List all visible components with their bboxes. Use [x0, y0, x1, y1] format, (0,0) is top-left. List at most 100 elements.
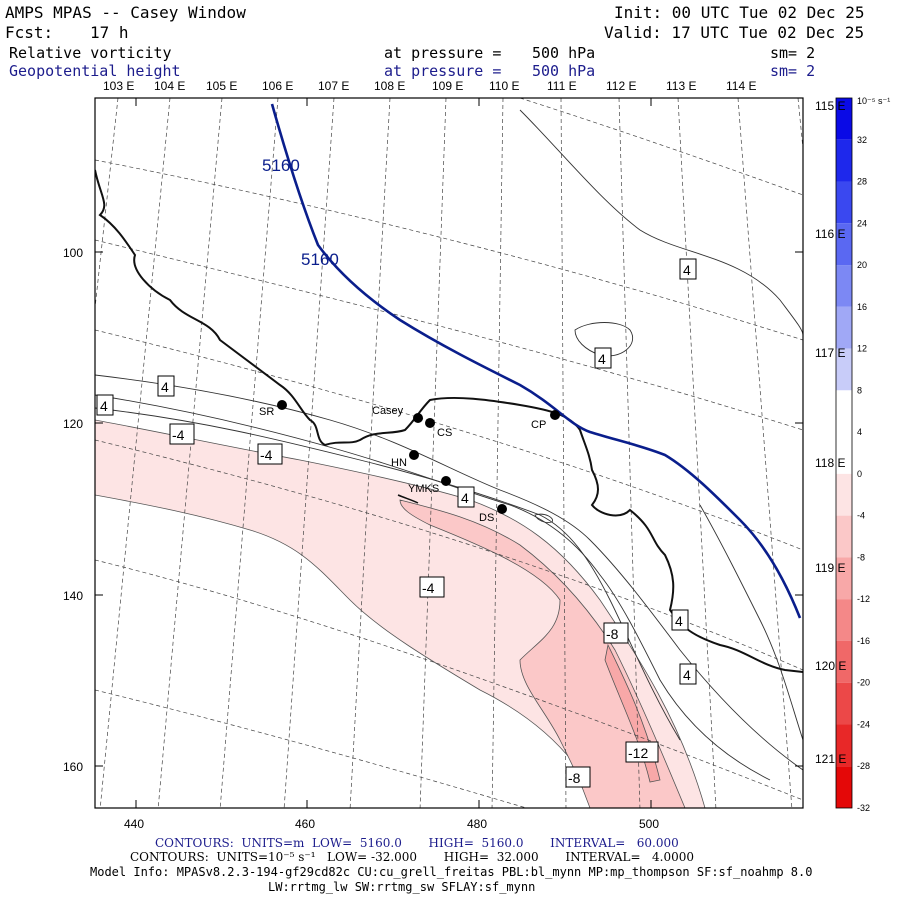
- station-ymks: [441, 476, 451, 486]
- field-pressure-value-vorticity: 500 hPa: [532, 44, 596, 62]
- vort-label: -4: [422, 580, 435, 596]
- colorbar-label: 24: [857, 218, 867, 228]
- top-longitude-labels: 103 E 104 E 105 E 106 E 107 E 108 E 109 …: [103, 79, 756, 93]
- colorbar-label: 32: [857, 135, 867, 145]
- vort-label: 4: [598, 351, 606, 367]
- colorbar-swatch: [836, 306, 852, 349]
- station-ds: [497, 504, 507, 514]
- station-label: HN: [391, 457, 407, 469]
- station-cp: [550, 410, 560, 420]
- bottom-tick-label: 440: [124, 817, 144, 831]
- top-lon-label: 103 E: [103, 79, 134, 93]
- station-markers: [277, 400, 560, 514]
- field-name-height: Geopotential height: [9, 62, 181, 80]
- colorbar-swatch: [836, 223, 852, 266]
- bottom-tick-label: 480: [467, 817, 487, 831]
- graticule-meridians: [95, 98, 803, 808]
- height-contour-label: 5160: [301, 250, 339, 269]
- station-label: CS: [437, 427, 452, 439]
- height-contour-5160: [270, 103, 802, 619]
- right-lon-label: 121 E: [815, 752, 846, 766]
- vort-label: -4: [172, 427, 185, 443]
- colorbar-label: -12: [857, 594, 870, 604]
- field-smoothing-vorticity: sm= 2: [770, 44, 816, 62]
- init-time: Init: 00 UTC Tue 02 Dec 25: [614, 3, 865, 22]
- colorbar-swatch: [836, 766, 852, 808]
- right-lon-label: 118 E: [815, 456, 845, 470]
- colorbar: 32 28 24 20 16 12 8 4 0 -4 -8 -12 -16 -20 -24 -28 -32: [835, 97, 870, 813]
- bottom-tick-label: 460: [295, 817, 315, 831]
- colorbar-swatch: [836, 98, 852, 140]
- colorbar-swatch: [836, 348, 852, 391]
- vort-label: 4: [683, 667, 691, 683]
- colorbar-swatch: [836, 682, 852, 725]
- field-pressure-text-height: at pressure =: [384, 62, 502, 80]
- model-info-physics: LW:rrtmg_lw SW:rrtmg_sw SFLAY:sf_mynn: [268, 880, 536, 894]
- colorbar-frame: [835, 97, 853, 809]
- height-contour-label: 5160: [262, 156, 300, 175]
- right-lon-label: 120 E: [815, 659, 846, 673]
- height-contour-info: CONTOURS: UNITS=m LOW= 5160.0 HIGH= 5160…: [155, 836, 679, 850]
- station-label: CP: [531, 419, 546, 431]
- top-lon-label: 112 E: [606, 79, 636, 93]
- colorbar-label: -20: [857, 678, 870, 688]
- colorbar-unit: 10⁻⁵ s⁻¹: [857, 96, 890, 106]
- vort-label: 4: [161, 379, 169, 395]
- map-title: AMPS MPAS -- Casey Window: [5, 3, 246, 22]
- top-lon-label: 104 E: [154, 79, 185, 93]
- colorbar-swatch: [836, 557, 852, 600]
- colorbar-swatch: [836, 181, 852, 224]
- right-lon-label: 116 E: [815, 227, 845, 241]
- colorbar-swatch: [836, 599, 852, 641]
- coastline-inlet: [397, 494, 419, 504]
- vort-label: 4: [100, 398, 108, 414]
- right-longitude-labels: 115 E 116 E 117 E 118 E 119 E 120 E 121 …: [815, 99, 846, 766]
- colorbar-label: -28: [857, 761, 870, 771]
- forecast-hour: 17 h: [90, 23, 129, 42]
- model-info: Model Info: MPASv8.2.3-194-gf29cd82c CU:…: [90, 865, 813, 879]
- colorbar-label: 20: [857, 260, 867, 270]
- top-lon-label: 110 E: [489, 79, 519, 93]
- station-hn: [409, 450, 419, 460]
- colorbar-label: 8: [857, 385, 862, 395]
- colorbar-label: -16: [857, 636, 870, 646]
- vort-label: -12: [628, 745, 648, 761]
- field-name-vorticity: Relative vorticity: [9, 44, 172, 62]
- right-lon-label: 119 E: [815, 561, 845, 575]
- colorbar-label: -32: [857, 803, 870, 813]
- vorticity-shade-minus8: [399, 499, 686, 808]
- colorbar-swatch: [836, 515, 852, 558]
- colorbar-label: 4: [857, 427, 862, 437]
- station-label: Casey: [372, 405, 404, 417]
- vorticity-contour-info: CONTOURS: UNITS=10⁻⁵ s⁻¹ LOW= -32.000 HI…: [130, 850, 694, 864]
- colorbar-swatch: [836, 473, 852, 516]
- left-tick-label: 120: [63, 417, 83, 431]
- bottom-tick-label: 500: [639, 817, 659, 831]
- colorbar-swatch: [836, 265, 852, 307]
- station-label: SR: [259, 406, 274, 418]
- colorbar-swatch: [836, 432, 852, 474]
- station-label: DS: [479, 512, 494, 524]
- left-tick-label: 140: [63, 589, 83, 603]
- vort-label: 4: [461, 490, 469, 506]
- top-lon-label: 105 E: [206, 79, 237, 93]
- vort-label: -8: [606, 626, 619, 642]
- field-smoothing-height: sm= 2: [770, 62, 816, 80]
- colorbar-swatch: [836, 640, 852, 683]
- vort-label: 4: [683, 262, 691, 278]
- colorbar-label: 28: [857, 177, 867, 187]
- colorbar-label: -4: [857, 511, 865, 521]
- station-label: YMKS: [408, 483, 439, 495]
- colorbar-label: 0: [857, 469, 862, 479]
- left-tick-label: 100: [63, 246, 83, 260]
- top-lon-label: 111 E: [547, 79, 577, 93]
- top-lon-label: 113 E: [666, 79, 696, 93]
- coastline: [95, 169, 803, 673]
- right-lon-label: 115 E: [815, 99, 845, 113]
- colorbar-label: -24: [857, 719, 870, 729]
- colorbar-label: -8: [857, 552, 865, 562]
- top-lon-label: 114 E: [726, 79, 756, 93]
- colorbar-swatch: [836, 139, 852, 182]
- plot-frame: [94, 97, 804, 809]
